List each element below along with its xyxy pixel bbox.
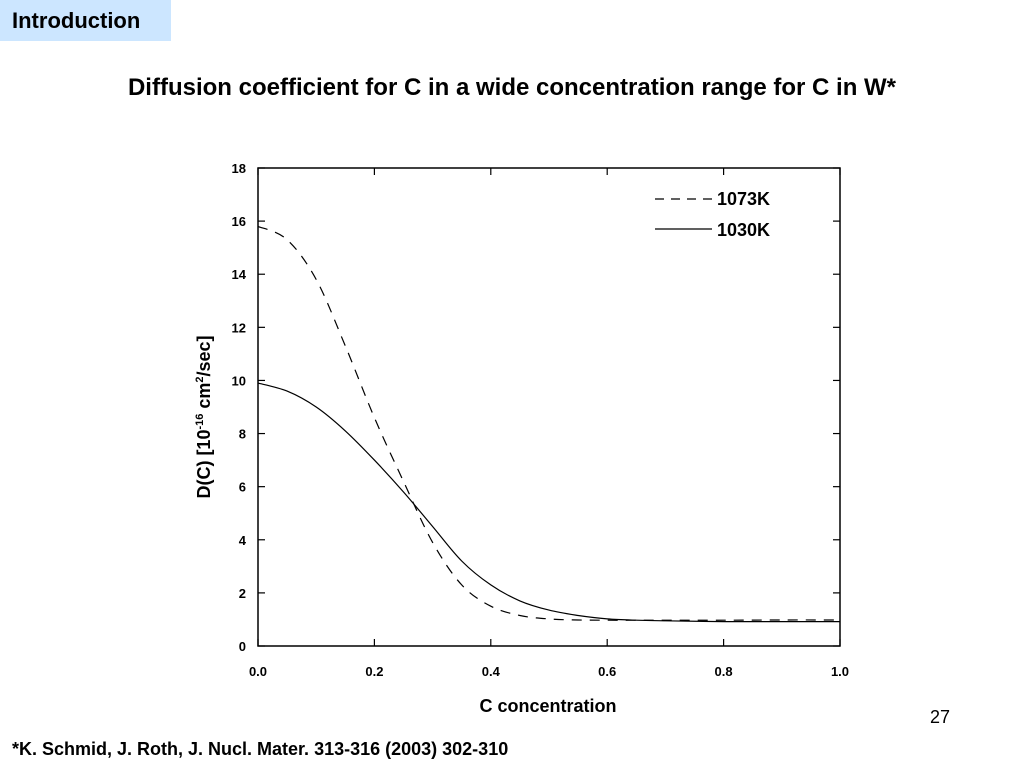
y-tick-label-3: 6 (239, 480, 246, 495)
axis-ticks (257, 167, 841, 647)
y-tick-label-6: 12 (232, 320, 246, 335)
y-axis-label-middle: cm (194, 383, 214, 414)
page-number: 27 (930, 707, 951, 727)
legend-label-1073k: 1073K (717, 189, 770, 209)
x-tick-label-3: 0.6 (598, 664, 616, 679)
y-axis-label: D(C) [10-16 cm2/sec] (194, 335, 214, 498)
y-tick-label-8: 16 (232, 214, 246, 229)
series-line-1030k (257, 382, 840, 623)
x-tick-label-1: 0.2 (365, 664, 383, 679)
x-tick-labels: 0.0 0.2 0.4 0.6 0.8 1.0 (249, 664, 849, 679)
y-axis-label-suffix: /sec] (194, 335, 214, 376)
x-tick-label-2: 0.4 (482, 664, 501, 679)
x-tick-label-5: 1.0 (831, 664, 849, 679)
y-tick-labels: 0 2 4 6 8 10 12 14 16 18 (232, 161, 247, 654)
y-axis-label-prefix: D(C) [10 (194, 430, 214, 499)
y-axis-label-exp1: -16 (194, 414, 206, 430)
slide-title: Diffusion coefficient for C in a wide co… (127, 74, 897, 101)
series-group (257, 225, 841, 623)
x-tick-label-0: 0.0 (249, 664, 267, 679)
x-tick-label-4: 0.8 (715, 664, 733, 679)
legend-label-1030k: 1030K (717, 220, 770, 240)
y-tick-label-1: 2 (239, 586, 246, 601)
section-tab: Introduction (0, 0, 171, 41)
footnote: *K. Schmid, J. Roth, J. Nucl. Mater. 313… (12, 739, 509, 759)
y-tick-label-5: 10 (232, 373, 246, 388)
plot-frame (257, 167, 841, 647)
y-tick-label-9: 18 (232, 161, 246, 176)
y-axis-label-exp2: 2 (194, 376, 206, 382)
x-axis-label: C concentration (479, 696, 616, 716)
y-tick-label-7: 14 (232, 267, 247, 282)
series-line-1073k (257, 225, 841, 621)
y-tick-label-0: 0 (239, 639, 246, 654)
y-tick-label-4: 8 (239, 427, 246, 442)
y-tick-label-2: 4 (239, 533, 247, 548)
legend: 1073K 1030K (655, 189, 770, 240)
